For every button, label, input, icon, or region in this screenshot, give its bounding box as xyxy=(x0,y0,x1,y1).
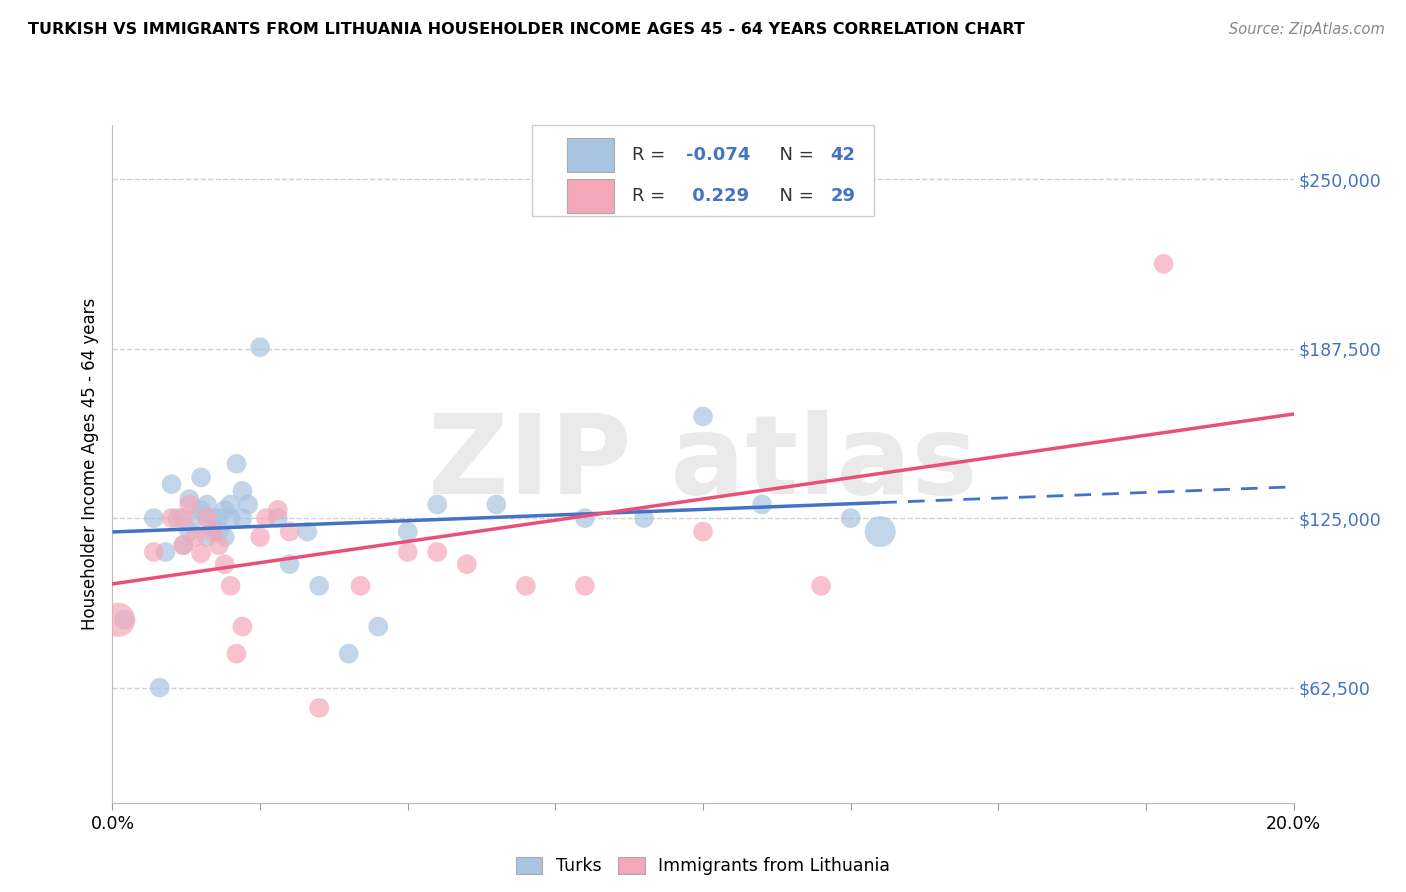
Text: -0.074: -0.074 xyxy=(686,146,751,164)
Point xyxy=(184,530,207,544)
Point xyxy=(172,538,194,552)
Point xyxy=(179,498,201,512)
Text: R =: R = xyxy=(633,187,671,205)
Point xyxy=(190,470,212,484)
Text: N =: N = xyxy=(768,187,820,205)
Point xyxy=(574,579,596,593)
Point xyxy=(214,557,236,571)
Point xyxy=(751,498,773,512)
FancyBboxPatch shape xyxy=(567,179,614,213)
Point xyxy=(155,545,177,559)
Point xyxy=(195,511,218,525)
Y-axis label: Householder Income Ages 45 - 64 years: Householder Income Ages 45 - 64 years xyxy=(80,298,98,630)
Point xyxy=(107,613,129,627)
Point xyxy=(190,546,212,560)
Point xyxy=(179,524,201,539)
Point xyxy=(869,524,891,539)
Point xyxy=(231,511,253,525)
Point xyxy=(219,498,242,512)
Text: 0.229: 0.229 xyxy=(686,187,749,205)
Point xyxy=(485,498,508,512)
FancyBboxPatch shape xyxy=(531,125,875,217)
Point xyxy=(1153,257,1175,271)
Point xyxy=(172,511,194,525)
Point xyxy=(278,524,301,539)
Point xyxy=(219,511,242,525)
Point xyxy=(225,647,247,661)
Legend: Turks, Immigrants from Lithuania: Turks, Immigrants from Lithuania xyxy=(509,849,897,882)
FancyBboxPatch shape xyxy=(567,138,614,172)
Point xyxy=(692,524,714,539)
Text: 29: 29 xyxy=(831,187,856,205)
Text: R =: R = xyxy=(633,146,671,164)
Point xyxy=(160,477,183,491)
Point xyxy=(456,557,478,571)
Point xyxy=(195,498,218,512)
Point xyxy=(208,538,231,552)
Text: Source: ZipAtlas.com: Source: ZipAtlas.com xyxy=(1229,22,1385,37)
Point xyxy=(297,524,319,539)
Point xyxy=(225,457,247,471)
Point xyxy=(308,701,330,715)
Text: 42: 42 xyxy=(831,146,856,164)
Point xyxy=(426,498,449,512)
Point xyxy=(839,511,862,525)
Point xyxy=(201,511,224,525)
Point xyxy=(396,545,419,559)
Point xyxy=(249,530,271,544)
Point xyxy=(308,579,330,593)
Point xyxy=(201,519,224,533)
Point xyxy=(190,503,212,517)
Point xyxy=(337,647,360,661)
Point xyxy=(208,511,231,525)
Point xyxy=(267,511,290,525)
Point xyxy=(367,619,389,633)
Point xyxy=(214,503,236,517)
Point xyxy=(810,579,832,593)
Point xyxy=(172,538,194,552)
Point xyxy=(142,545,165,559)
Point xyxy=(112,613,135,627)
Point xyxy=(249,340,271,354)
Point xyxy=(231,483,253,498)
Point xyxy=(160,511,183,525)
Point xyxy=(184,511,207,525)
Point xyxy=(254,511,277,525)
Point xyxy=(231,619,253,633)
Text: N =: N = xyxy=(768,146,820,164)
Point xyxy=(238,498,260,512)
Point xyxy=(166,511,188,525)
Point xyxy=(179,492,201,507)
Point xyxy=(149,681,172,695)
Text: TURKISH VS IMMIGRANTS FROM LITHUANIA HOUSEHOLDER INCOME AGES 45 - 64 YEARS CORRE: TURKISH VS IMMIGRANTS FROM LITHUANIA HOU… xyxy=(28,22,1025,37)
Point xyxy=(267,503,290,517)
Point xyxy=(396,524,419,539)
Point xyxy=(219,579,242,593)
Point xyxy=(142,511,165,525)
Point xyxy=(633,511,655,525)
Text: ZIP atlas: ZIP atlas xyxy=(429,410,977,517)
Point xyxy=(574,511,596,525)
Point xyxy=(278,557,301,571)
Point xyxy=(692,409,714,424)
Point xyxy=(195,530,218,544)
Point xyxy=(208,524,231,539)
Point xyxy=(426,545,449,559)
Point xyxy=(515,579,537,593)
Point xyxy=(349,579,371,593)
Point xyxy=(201,524,224,539)
Point xyxy=(214,530,236,544)
